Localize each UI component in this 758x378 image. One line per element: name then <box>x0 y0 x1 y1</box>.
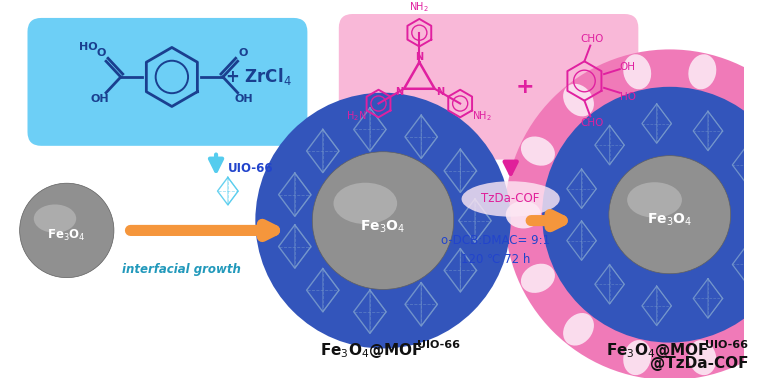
Text: O: O <box>239 48 248 58</box>
FancyBboxPatch shape <box>27 18 308 146</box>
Ellipse shape <box>688 340 716 375</box>
Text: UIO-66: UIO-66 <box>227 162 273 175</box>
Text: Fe$_3$O$_4$: Fe$_3$O$_4$ <box>361 218 406 235</box>
Text: O: O <box>96 48 106 58</box>
Text: N: N <box>415 53 424 62</box>
FancyBboxPatch shape <box>339 14 638 160</box>
Circle shape <box>505 50 758 378</box>
Text: CHO: CHO <box>581 118 604 128</box>
Ellipse shape <box>20 183 114 278</box>
Text: OH: OH <box>234 94 253 104</box>
Ellipse shape <box>688 54 716 89</box>
Ellipse shape <box>521 264 555 293</box>
Ellipse shape <box>746 84 758 116</box>
Ellipse shape <box>334 183 397 224</box>
Text: 120 ℃ 72 h: 120 ℃ 72 h <box>462 253 531 266</box>
Circle shape <box>255 93 511 349</box>
Ellipse shape <box>609 156 731 274</box>
Text: CHO: CHO <box>581 34 604 44</box>
Text: TzDa-COF: TzDa-COF <box>481 192 540 206</box>
Text: HO: HO <box>79 42 98 53</box>
Text: Fe$_3$O$_4$: Fe$_3$O$_4$ <box>647 211 692 228</box>
Text: +: + <box>515 77 534 97</box>
Ellipse shape <box>506 201 541 228</box>
Ellipse shape <box>563 84 594 116</box>
Text: Fe$_3$O$_4$@MOF: Fe$_3$O$_4$@MOF <box>606 341 709 360</box>
Text: OH: OH <box>619 62 636 72</box>
Text: NH$_2$: NH$_2$ <box>409 0 429 14</box>
Text: o-DCB:DMAC= 9:1: o-DCB:DMAC= 9:1 <box>441 234 550 247</box>
Ellipse shape <box>34 204 77 233</box>
Text: H$_2$N: H$_2$N <box>346 109 367 123</box>
Ellipse shape <box>627 182 682 218</box>
Text: UIO-66: UIO-66 <box>418 339 460 350</box>
Ellipse shape <box>462 181 559 217</box>
Ellipse shape <box>521 136 555 166</box>
Text: OH: OH <box>91 94 109 104</box>
Ellipse shape <box>623 54 651 89</box>
Text: UIO-66: UIO-66 <box>705 339 748 350</box>
Text: Fe$_3$O$_4$@MOF: Fe$_3$O$_4$@MOF <box>320 341 423 360</box>
Text: HO: HO <box>619 92 636 102</box>
Ellipse shape <box>623 340 651 375</box>
Text: interfacial growth: interfacial growth <box>122 263 241 276</box>
Text: NH$_2$: NH$_2$ <box>472 109 492 123</box>
Ellipse shape <box>312 152 454 290</box>
Text: @TzDa-COF: @TzDa-COF <box>650 356 748 371</box>
Ellipse shape <box>563 313 594 345</box>
Text: N: N <box>395 87 402 97</box>
Text: N: N <box>436 87 444 97</box>
Ellipse shape <box>746 313 758 345</box>
Circle shape <box>542 87 758 342</box>
Text: Fe$_3$O$_4$: Fe$_3$O$_4$ <box>48 228 86 243</box>
Text: + ZrCl$_4$: + ZrCl$_4$ <box>225 67 292 87</box>
